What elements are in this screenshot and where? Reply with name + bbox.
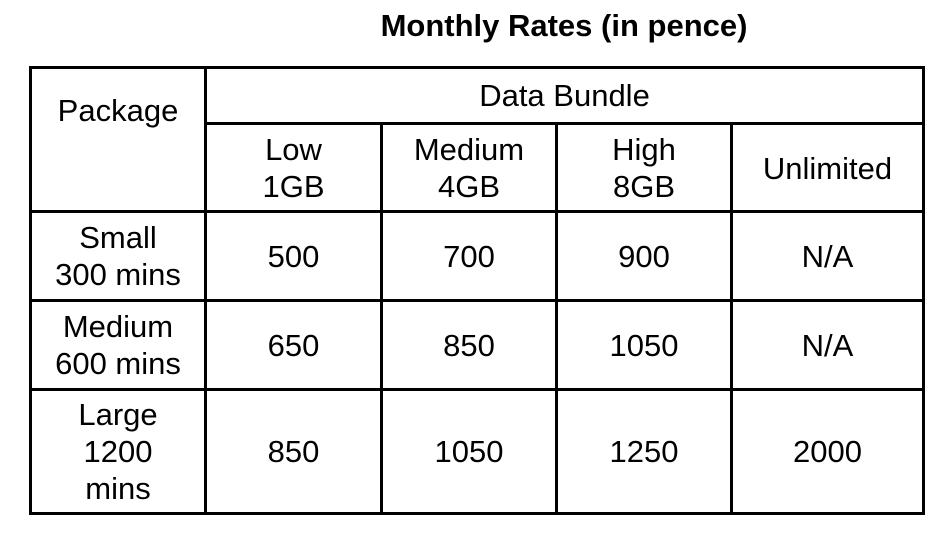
- column-header-line: 8GB: [612, 168, 676, 204]
- column-header-line: Medium: [413, 131, 525, 167]
- column-header-line: 4GB: [437, 168, 501, 204]
- package-column-header: Package: [29, 66, 207, 213]
- rate-cell: 700: [380, 210, 558, 302]
- rate-cell: 500: [204, 210, 383, 302]
- rate-cell: 1050: [380, 388, 558, 515]
- column-header-medium: Medium 4GB: [380, 122, 558, 213]
- package-line: 300 mins: [55, 257, 181, 292]
- header-row: Package Data Bundle: [29, 66, 925, 213]
- package-line: Large: [78, 397, 158, 432]
- column-header-line: 1GB: [262, 168, 325, 204]
- column-header-unlimited: Unlimited: [730, 122, 925, 213]
- column-header-high: High 8GB: [555, 122, 733, 213]
- rate-cell: 900: [555, 210, 733, 302]
- table-row: Medium 600 mins 650 850 1050 N/A: [29, 299, 925, 391]
- rate-cell: 1050: [555, 299, 733, 391]
- data-bundle-header: Data Bundle: [204, 66, 925, 125]
- column-header-low: Low 1GB: [204, 122, 383, 213]
- rate-cell: 850: [380, 299, 558, 391]
- package-line: 1200: [83, 434, 153, 469]
- package-line: Small: [79, 220, 157, 255]
- package-cell-small: Small 300 mins: [29, 210, 207, 302]
- bundle-subheader-row: Low 1GB Medium 4GB High 8GB Unlimited: [31, 122, 925, 213]
- rate-cell: N/A: [730, 210, 925, 302]
- package-cell-large: Large 1200 mins: [29, 388, 207, 515]
- page-title: Monthly Rates (in pence): [380, 8, 748, 43]
- rate-cell: 850: [204, 388, 383, 515]
- table-row: Large 1200 mins 850 1050 1250 2000: [29, 388, 925, 515]
- package-cell-medium: Medium 600 mins: [29, 299, 207, 391]
- package-line: 600 mins: [55, 346, 181, 381]
- column-header-line: Low: [265, 131, 322, 167]
- monthly-rates-table: Package Data Bundle Low 1GB Medium 4GB H…: [29, 66, 925, 515]
- package-line: Medium: [62, 309, 174, 344]
- column-header-line: High: [612, 131, 676, 167]
- rate-cell: 2000: [730, 388, 925, 515]
- rate-cell: 650: [204, 299, 383, 391]
- rate-cell: 1250: [555, 388, 733, 515]
- rate-cell: N/A: [730, 299, 925, 391]
- package-line: mins: [85, 471, 151, 506]
- table-row: Small 300 mins 500 700 900 N/A: [29, 210, 925, 302]
